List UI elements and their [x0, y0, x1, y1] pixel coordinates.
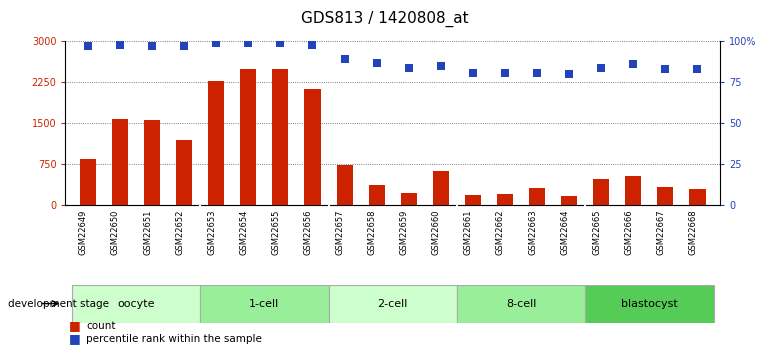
- Text: count: count: [86, 321, 115, 331]
- Point: [338, 57, 350, 62]
- Point: [659, 67, 671, 72]
- Text: GSM22664: GSM22664: [560, 209, 569, 255]
- Bar: [561, 196, 578, 205]
- Bar: [625, 176, 641, 205]
- Point: [531, 70, 543, 75]
- Text: GSM22660: GSM22660: [432, 209, 440, 255]
- Point: [403, 65, 415, 70]
- Point: [499, 70, 511, 75]
- Point: [563, 71, 575, 77]
- Text: GSM22663: GSM22663: [528, 209, 537, 255]
- Text: GSM22651: GSM22651: [143, 209, 152, 255]
- Text: ■: ■: [69, 332, 81, 345]
- Bar: [465, 195, 481, 205]
- Text: GSM22652: GSM22652: [175, 209, 184, 255]
- Bar: [336, 165, 353, 205]
- Bar: [80, 159, 96, 205]
- Bar: [585, 285, 714, 323]
- Text: ■: ■: [69, 319, 81, 333]
- Point: [467, 70, 479, 75]
- Point: [627, 61, 639, 67]
- Bar: [400, 193, 417, 205]
- Point: [595, 65, 608, 70]
- Bar: [689, 189, 705, 205]
- Text: GSM22662: GSM22662: [496, 209, 505, 255]
- Point: [242, 40, 254, 46]
- Point: [370, 60, 383, 66]
- Text: GSM22661: GSM22661: [464, 209, 473, 255]
- Text: GSM22665: GSM22665: [592, 209, 601, 255]
- Bar: [457, 285, 585, 323]
- Bar: [273, 69, 289, 205]
- Point: [306, 42, 319, 48]
- Text: GSM22656: GSM22656: [303, 209, 313, 255]
- Text: percentile rank within the sample: percentile rank within the sample: [86, 334, 262, 344]
- Bar: [658, 187, 674, 205]
- Text: GSM22655: GSM22655: [271, 209, 280, 255]
- Text: GSM22653: GSM22653: [207, 209, 216, 255]
- Bar: [529, 188, 545, 205]
- Text: 8-cell: 8-cell: [506, 299, 536, 308]
- Point: [114, 42, 126, 48]
- Bar: [112, 119, 128, 205]
- Text: 2-cell: 2-cell: [377, 299, 408, 308]
- Point: [434, 63, 447, 69]
- Text: GDS813 / 1420808_at: GDS813 / 1420808_at: [301, 10, 469, 27]
- Text: oocyte: oocyte: [117, 299, 155, 308]
- Bar: [208, 81, 224, 205]
- Bar: [240, 69, 256, 205]
- Text: GSM22654: GSM22654: [239, 209, 248, 255]
- Text: GSM22658: GSM22658: [367, 209, 377, 255]
- Bar: [200, 285, 329, 323]
- Point: [274, 40, 286, 46]
- Text: GSM22650: GSM22650: [111, 209, 120, 255]
- Bar: [304, 89, 320, 205]
- Bar: [593, 179, 609, 205]
- Point: [210, 40, 223, 46]
- Point: [178, 43, 190, 49]
- Point: [691, 67, 704, 72]
- Text: GSM22659: GSM22659: [400, 209, 409, 255]
- Point: [146, 43, 159, 49]
- Bar: [369, 185, 385, 205]
- Text: blastocyst: blastocyst: [621, 299, 678, 308]
- Bar: [329, 285, 457, 323]
- Bar: [433, 171, 449, 205]
- Point: [82, 43, 94, 49]
- Bar: [72, 285, 200, 323]
- Bar: [176, 140, 192, 205]
- Bar: [497, 194, 513, 205]
- Text: GSM22666: GSM22666: [624, 209, 633, 255]
- Text: GSM22657: GSM22657: [336, 209, 345, 255]
- Text: 1-cell: 1-cell: [249, 299, 280, 308]
- Text: GSM22667: GSM22667: [656, 209, 665, 255]
- Text: GSM22649: GSM22649: [79, 209, 88, 255]
- Text: development stage: development stage: [8, 299, 109, 308]
- Bar: [144, 120, 160, 205]
- Text: GSM22668: GSM22668: [688, 209, 698, 255]
